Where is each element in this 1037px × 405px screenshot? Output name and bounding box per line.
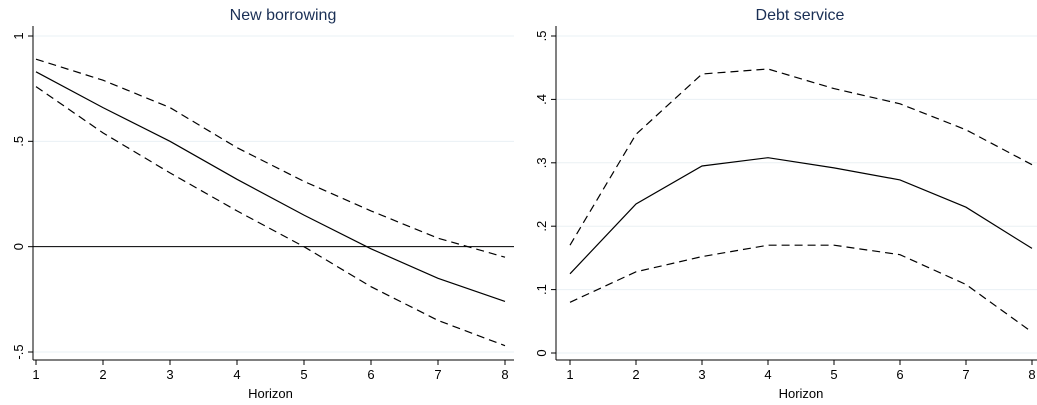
x-tick-label: 4 <box>764 367 771 382</box>
y-tick-label: .1 <box>534 284 549 295</box>
x-tick-label: 3 <box>166 367 173 382</box>
confidence-band-line <box>569 244 1033 333</box>
panel-debt-service: Debt service Horizon 0 .1 .2 .3 .4 .5 1 2 3 4 5 6 7 8 <box>534 7 1037 401</box>
plot-area <box>33 26 514 360</box>
y-tick-label: .5 <box>11 136 26 147</box>
y-tick-label: .2 <box>534 221 549 232</box>
x-axis-title: Horizon <box>248 386 293 401</box>
x-tick-label: 7 <box>434 367 441 382</box>
x-tick-label: 6 <box>896 367 903 382</box>
x-axis-title: Horizon <box>779 386 824 401</box>
estimate-line <box>35 71 506 302</box>
x-tick-label: 2 <box>632 367 639 382</box>
confidence-band-line <box>35 86 506 347</box>
y-tick-label: .5 <box>534 31 549 42</box>
x-tick-label: 4 <box>233 367 240 382</box>
confidence-band-line <box>35 58 506 258</box>
x-tick-label: 5 <box>300 367 307 382</box>
panel-title: Debt service <box>756 7 845 24</box>
x-tick-label: 1 <box>32 367 39 382</box>
panel-title: New borrowing <box>230 7 337 24</box>
x-tick-label: 1 <box>566 367 573 382</box>
y-tick-label: .3 <box>534 157 549 168</box>
x-tick-label: 7 <box>962 367 969 382</box>
y-tick-label: 1 <box>11 32 26 39</box>
y-tick-label: .4 <box>534 94 549 105</box>
x-tick-label: 5 <box>830 367 837 382</box>
x-tick-label: 8 <box>501 367 508 382</box>
plot-area <box>556 26 1037 360</box>
x-tick-label: 2 <box>99 367 106 382</box>
y-tick-label: 0 <box>534 349 549 356</box>
y-tick-label: 0 <box>11 243 26 250</box>
x-tick-label: 6 <box>367 367 374 382</box>
estimate-line <box>569 157 1033 275</box>
panel-new-borrowing: New borrowing Horizon -.5 0 .5 1 1 2 3 4 5 6 7 8 <box>11 7 514 401</box>
y-tick-label: -.5 <box>11 344 26 359</box>
x-tick-label: 8 <box>1028 367 1035 382</box>
confidence-band-line <box>569 68 1033 246</box>
x-tick-label: 3 <box>698 367 705 382</box>
